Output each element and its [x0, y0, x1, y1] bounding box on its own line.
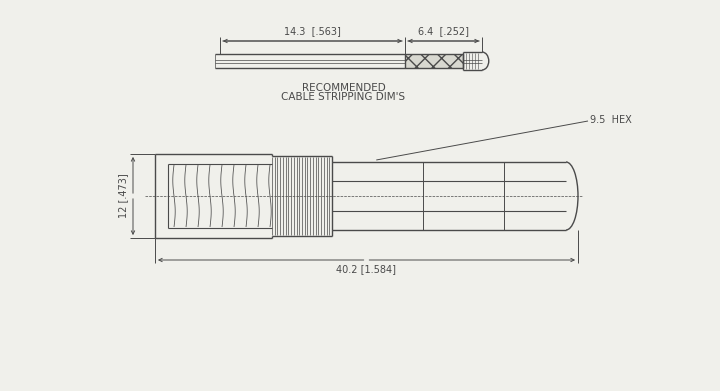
Text: 6.4  [.252]: 6.4 [.252]	[418, 26, 469, 36]
Text: RECOMMENDED: RECOMMENDED	[302, 83, 385, 93]
Text: 14.3  [.563]: 14.3 [.563]	[284, 26, 341, 36]
Text: 9.5  HEX: 9.5 HEX	[590, 115, 631, 125]
Text: 40.2 [1.584]: 40.2 [1.584]	[336, 264, 397, 274]
Text: CABLE STRIPPING DIM'S: CABLE STRIPPING DIM'S	[282, 92, 405, 102]
Text: 12 [.473]: 12 [.473]	[118, 174, 128, 219]
Polygon shape	[405, 54, 463, 68]
